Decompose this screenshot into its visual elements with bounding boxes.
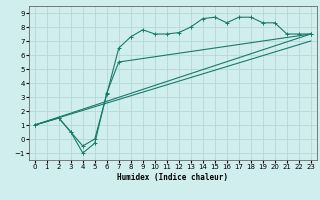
X-axis label: Humidex (Indice chaleur): Humidex (Indice chaleur) (117, 173, 228, 182)
